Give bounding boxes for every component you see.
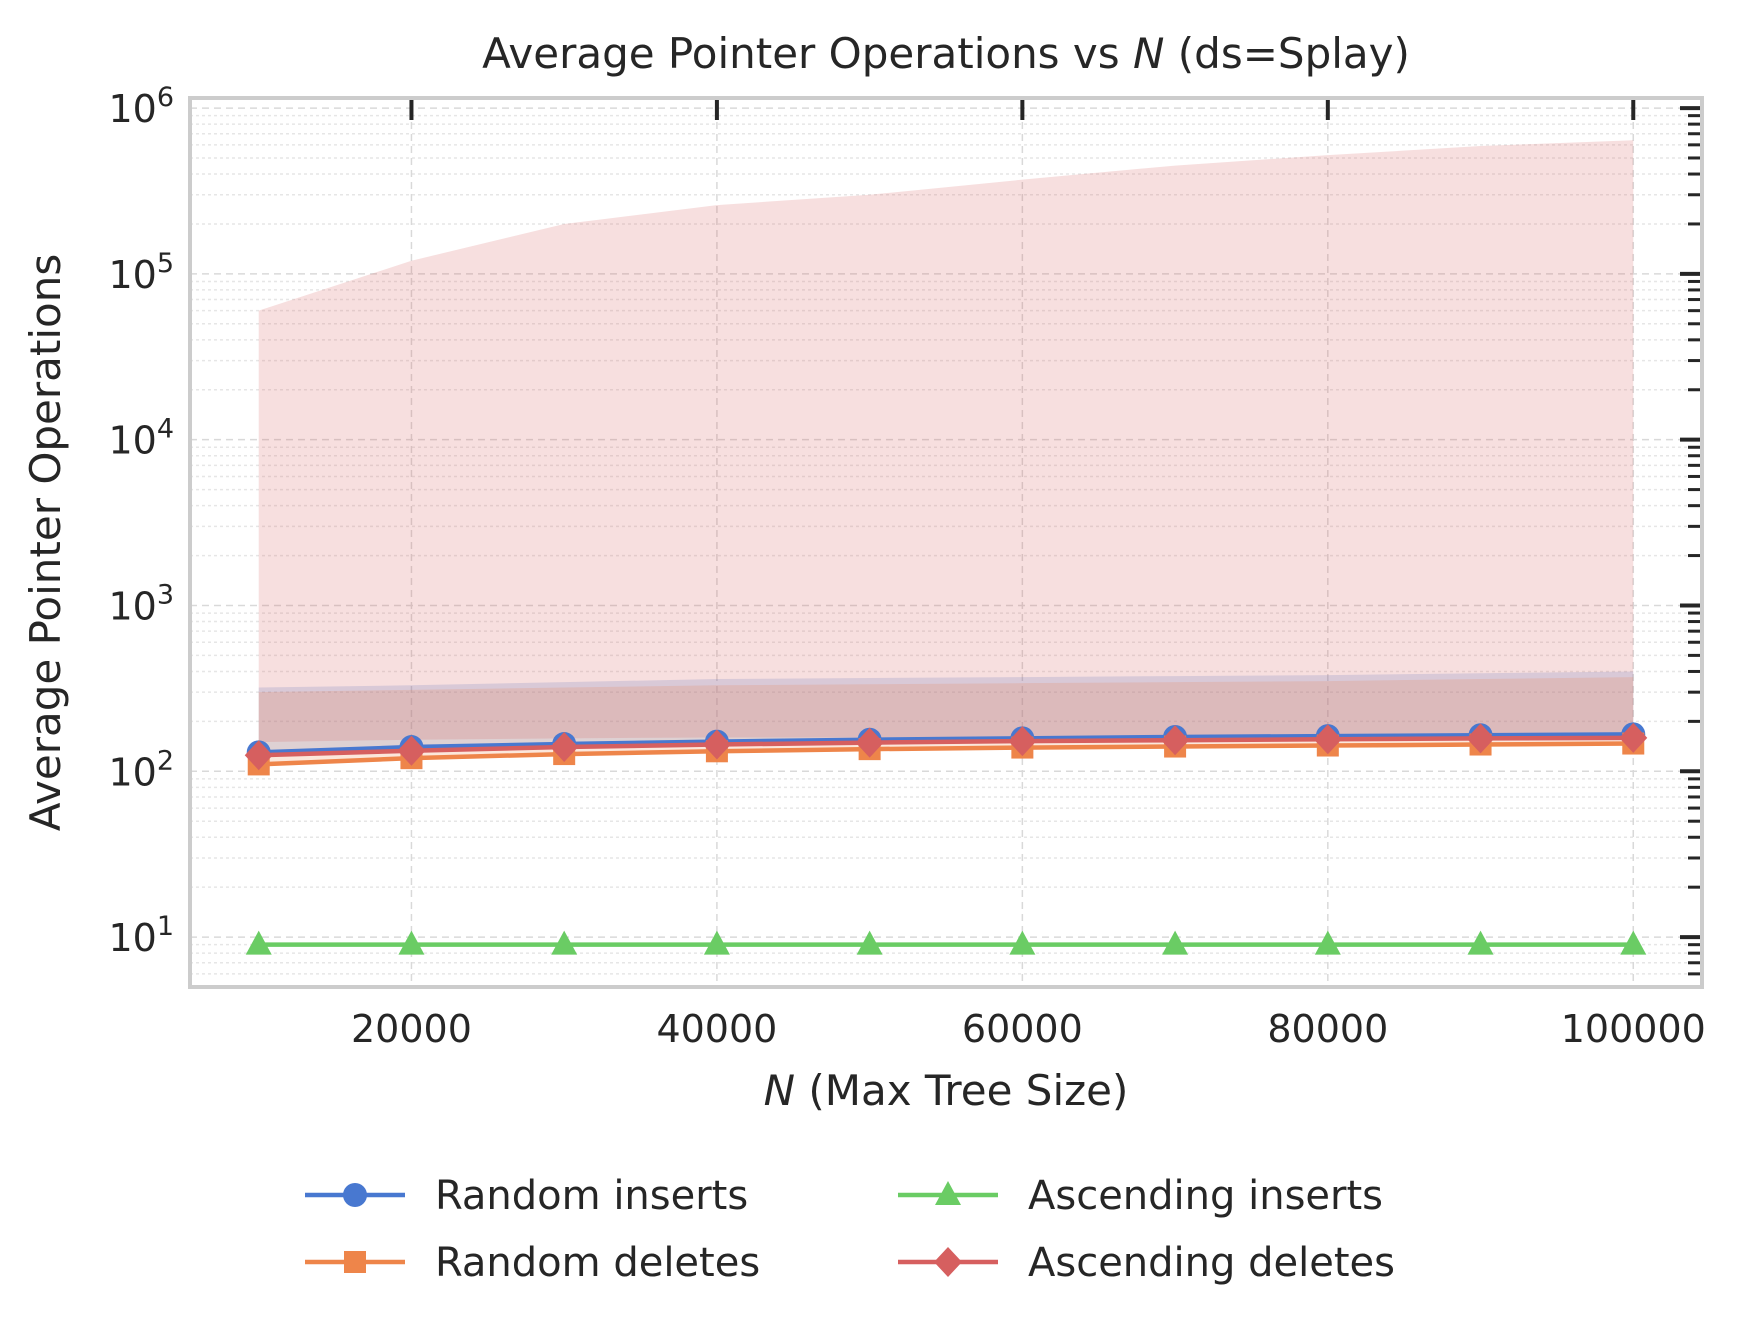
band-series-3 bbox=[258, 140, 1634, 743]
legend-label-0: Random inserts bbox=[435, 1173, 748, 1219]
grid bbox=[190, 98, 1702, 987]
x-tick-label: 20000 bbox=[351, 1007, 472, 1051]
x-axis-label-var: N bbox=[764, 1066, 795, 1115]
y-tick-label: 104 bbox=[108, 414, 174, 463]
y-tick-label: 105 bbox=[108, 248, 174, 297]
x-tick-label: 60000 bbox=[962, 1007, 1083, 1051]
data-point-series-2 bbox=[1009, 930, 1036, 955]
plot-frame bbox=[188, 96, 1704, 989]
chart-title-prefix: Average Pointer Operations vs bbox=[482, 29, 1133, 78]
chart-title-var: N bbox=[1133, 29, 1164, 78]
data-point-series-3 bbox=[855, 727, 884, 758]
x-axis-label-rest: (Max Tree Size) bbox=[795, 1066, 1128, 1115]
data-point-series-3 bbox=[244, 740, 273, 771]
ticks: 20000 40000 60000 80000 100000 101 102 103 104 10… bbox=[108, 82, 1705, 1051]
data-point-series-2 bbox=[245, 930, 272, 955]
data-point-series-3 bbox=[1313, 724, 1342, 755]
y-tick-label: 106 bbox=[108, 82, 174, 131]
data-point-series-2 bbox=[551, 930, 578, 955]
data-point-series-2 bbox=[1314, 930, 1341, 955]
data-point-series-2 bbox=[1467, 930, 1494, 955]
legend: Random inserts Random deletes Ascending in… bbox=[305, 1173, 1395, 1286]
legend-label-3: Ascending deletes bbox=[1028, 1240, 1395, 1286]
band-series-0 bbox=[258, 671, 1634, 753]
data-point-series-3 bbox=[1008, 726, 1037, 757]
legend-marker-2 bbox=[935, 1181, 961, 1205]
data-point-series-2 bbox=[703, 930, 730, 955]
data-point-series-3 bbox=[1619, 722, 1648, 753]
legend-marker-3 bbox=[934, 1247, 962, 1277]
data-point-series-2 bbox=[1162, 930, 1189, 955]
legend-label-1: Random deletes bbox=[435, 1240, 760, 1286]
legend-marker-1 bbox=[344, 1251, 366, 1273]
data-point-series-3 bbox=[397, 735, 426, 766]
legend-label-2: Ascending inserts bbox=[1028, 1173, 1383, 1219]
data-point-series-3 bbox=[1161, 725, 1190, 756]
x-axis-label: N (Max Tree Size) bbox=[764, 1066, 1129, 1115]
y-tick-label: 102 bbox=[108, 745, 174, 794]
x-tick-label: 80000 bbox=[1267, 1007, 1388, 1051]
data-point-series-2 bbox=[398, 930, 425, 955]
series-line-1 bbox=[258, 741, 1634, 767]
series-markers bbox=[244, 722, 1648, 955]
data-point-series-3 bbox=[702, 729, 731, 760]
confidence-bands bbox=[258, 140, 1634, 765]
legend-marker-0 bbox=[343, 1183, 367, 1207]
series-line-3 bbox=[258, 735, 1634, 758]
chart-title-suffix: (ds=Splay) bbox=[1164, 29, 1409, 78]
series-lines bbox=[258, 732, 1634, 947]
x-tick-label: 40000 bbox=[656, 1007, 777, 1051]
y-axis-label: Average Pointer Operations bbox=[21, 254, 70, 831]
chart-title: Average Pointer Operations vs N (ds=Spla… bbox=[482, 29, 1410, 78]
data-point-series-3 bbox=[1466, 723, 1495, 754]
data-point-series-3 bbox=[550, 732, 579, 763]
y-tick-label: 103 bbox=[108, 579, 174, 628]
data-point-series-2 bbox=[1620, 930, 1647, 955]
series-line-0 bbox=[258, 732, 1634, 755]
x-tick-label: 100000 bbox=[1561, 1007, 1706, 1051]
data-point-series-2 bbox=[856, 930, 883, 955]
y-tick-label: 101 bbox=[108, 911, 174, 960]
